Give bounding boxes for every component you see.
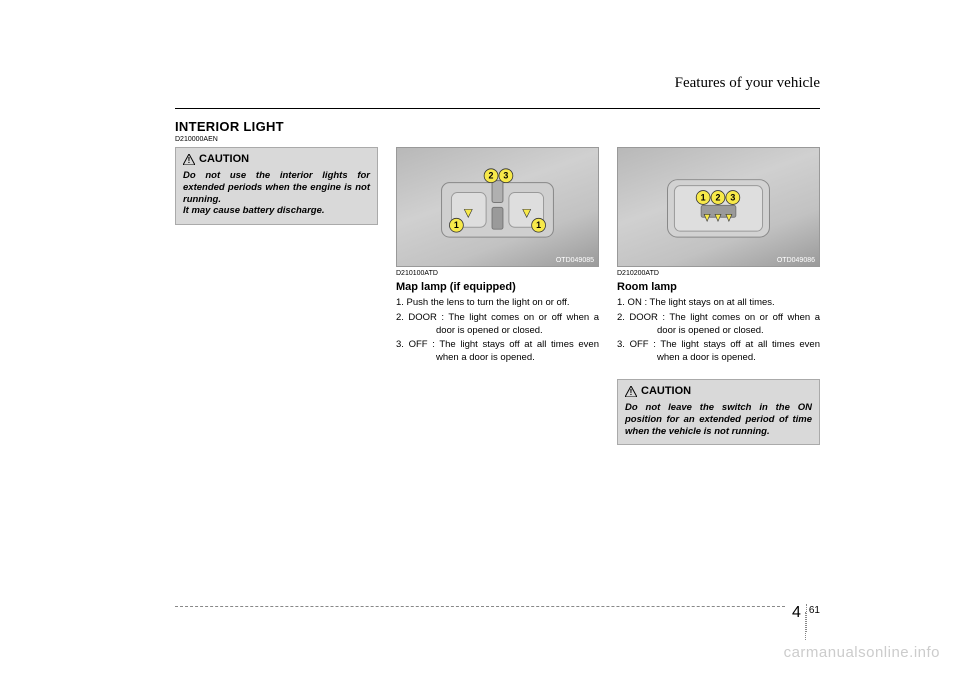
list-item: 3. OFF : The light stays off at all time… (617, 339, 820, 365)
list-item: 1. Push the lens to turn the light on or… (396, 297, 599, 310)
warning-icon: ! (625, 386, 637, 397)
block-code: D210100ATD (396, 270, 599, 277)
caution-box-2: ! CAUTION Do not leave the switch in the… (617, 379, 820, 445)
page-footer: 4 61 (175, 606, 820, 607)
svg-text:1: 1 (454, 220, 459, 230)
map-lamp-illustration: 1 1 2 3 (397, 148, 598, 267)
page-number-block: 4 61 (789, 604, 820, 632)
chapter-number: 4 (789, 604, 804, 622)
column-2: 1 1 2 3 OTD049085 D210100ATD Map lamp (i… (396, 147, 599, 445)
column-1: ! CAUTION Do not use the interior lights… (175, 147, 378, 445)
svg-text:1: 1 (701, 193, 706, 203)
section-code: D210000AEN (175, 136, 820, 143)
content-columns: ! CAUTION Do not use the interior lights… (175, 147, 820, 445)
block-code: D210200ATD (617, 270, 820, 277)
warning-icon: ! (183, 154, 195, 165)
block-title: Room lamp (617, 281, 820, 293)
chapter-title: Features of your vehicle (175, 75, 820, 92)
svg-text:!: ! (630, 388, 633, 397)
caution-header: ! CAUTION (625, 385, 812, 399)
svg-text:3: 3 (730, 193, 735, 203)
svg-text:1: 1 (536, 220, 541, 230)
figure-map-lamp: 1 1 2 3 OTD049085 (396, 147, 599, 267)
figure-id: OTD049085 (556, 257, 594, 264)
caution-line: Do not use the interior lights for exten… (183, 170, 370, 206)
svg-text:!: ! (188, 156, 191, 165)
caution-body-2: Do not leave the switch in the ON positi… (625, 402, 812, 438)
manual-page: Features of your vehicle INTERIOR LIGHT … (175, 75, 820, 445)
caution-header: ! CAUTION (183, 153, 370, 167)
svg-text:2: 2 (716, 193, 721, 203)
block-body: 1. Push the lens to turn the light on or… (396, 297, 599, 365)
section-heading: INTERIOR LIGHT (175, 119, 820, 134)
caution-title: CAUTION (641, 385, 691, 399)
block-body: 1. ON : The light stays on at all times.… (617, 297, 820, 365)
footer-rule (175, 606, 785, 607)
block-title: Map lamp (if equipped) (396, 281, 599, 293)
svg-text:3: 3 (503, 171, 508, 181)
list-item: 2. DOOR : The light comes on or off when… (396, 312, 599, 338)
dotted-column (805, 612, 807, 640)
watermark: carmanualsonline.info (784, 644, 940, 661)
caution-title: CAUTION (199, 153, 249, 167)
list-item: 2. DOOR : The light comes on or off when… (617, 312, 820, 338)
list-item: 1. ON : The light stays on at all times. (617, 297, 820, 310)
svg-text:2: 2 (489, 171, 494, 181)
room-lamp-illustration: 1 2 3 (618, 148, 819, 267)
page-number: 61 (809, 604, 820, 616)
caution-body-1: Do not use the interior lights for exten… (183, 170, 370, 218)
header-rule (175, 108, 820, 109)
caution-line: It may cause battery discharge. (183, 205, 370, 217)
figure-room-lamp: 1 2 3 OTD049086 (617, 147, 820, 267)
list-item: 3. OFF : The light stays off at all time… (396, 339, 599, 365)
column-3: 1 2 3 OTD049086 D210200ATD Room lamp 1. … (617, 147, 820, 445)
caution-box-1: ! CAUTION Do not use the interior lights… (175, 147, 378, 225)
figure-id: OTD049086 (777, 257, 815, 264)
caution-line: Do not leave the switch in the ON positi… (625, 402, 812, 438)
